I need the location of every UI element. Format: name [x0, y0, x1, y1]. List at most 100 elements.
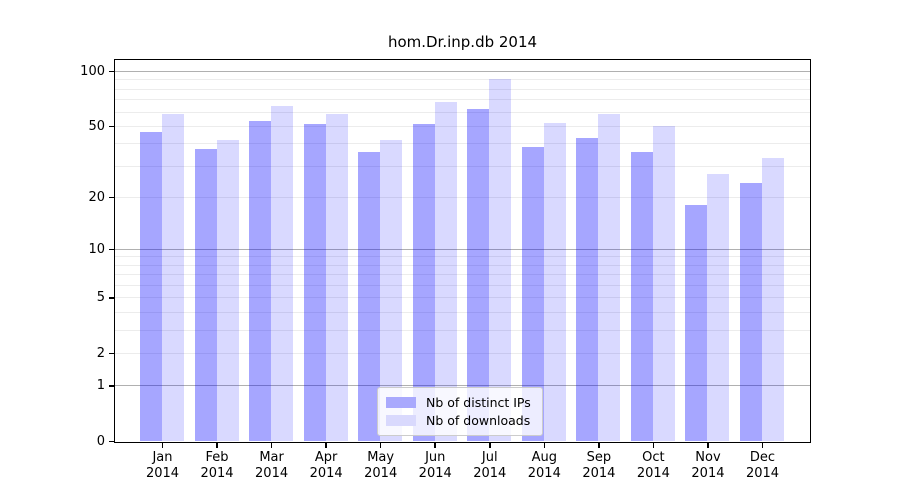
x-tick-month: Jul — [481, 450, 498, 465]
bar-downloads — [707, 173, 730, 441]
bar-distinct-ips — [140, 132, 162, 441]
x-tick-year: 2014 — [473, 466, 507, 481]
x-tick-year: 2014 — [636, 466, 670, 481]
bar-downloads — [271, 106, 294, 441]
y-tick-mark — [109, 125, 114, 128]
y-tick-mark — [109, 196, 114, 199]
y-tick-label: 50 — [88, 118, 105, 134]
y-tick-mark — [109, 352, 114, 355]
bar-downloads — [543, 122, 566, 441]
bar-downloads — [762, 158, 784, 441]
bar-downloads — [325, 114, 348, 441]
x-tick-mark — [761, 443, 764, 448]
bar-distinct-ips — [249, 121, 272, 441]
x-tick-month: Feb — [205, 450, 229, 465]
bar-distinct-ips — [412, 124, 435, 441]
gridline-minor — [115, 285, 810, 287]
x-tick-mark — [270, 443, 273, 448]
x-tick-month: May — [367, 450, 395, 465]
gridline-minor — [115, 352, 810, 354]
bar-downloads — [598, 114, 621, 441]
gridline-minor — [115, 143, 810, 145]
y-tick-mark — [109, 297, 114, 299]
gridline-minor — [115, 256, 810, 258]
y-tick-label: 10 — [88, 241, 105, 257]
x-tick-label: Aug 2014 — [512, 450, 576, 482]
x-tick-label: Feb 2014 — [185, 450, 249, 482]
y-tick-label: 2 — [96, 345, 105, 361]
y-tick-label: 5 — [96, 290, 105, 306]
y-tick-mark — [109, 385, 114, 387]
x-tick-label: Jun 2014 — [403, 450, 467, 482]
bar-downloads — [489, 79, 512, 441]
legend-row-downloads: Nb of downloads — [378, 414, 542, 427]
x-tick-month: Aug — [531, 450, 557, 465]
y-tick-label: 0 — [96, 434, 105, 449]
y-tick-mark — [109, 248, 114, 251]
x-tick-month: Nov — [695, 450, 721, 465]
x-tick-mark — [707, 443, 709, 448]
gridline-minor — [115, 79, 810, 81]
x-tick-mark — [598, 443, 600, 448]
legend: Nb of distinct IPs Nb of downloads — [377, 387, 543, 436]
x-tick-mark — [652, 443, 655, 448]
gridline-minor — [115, 264, 810, 266]
y-tick-label: 20 — [88, 189, 105, 205]
bar-distinct-ips — [521, 147, 544, 441]
chart-title: hom.Dr.inp.db 2014 — [387, 33, 538, 51]
x-tick-label: Mar 2014 — [240, 450, 304, 482]
gridline-minor — [115, 111, 810, 113]
bar-distinct-ips — [740, 183, 762, 441]
x-tick-mark — [216, 443, 218, 448]
legend-label-downloads: Nb of downloads — [426, 413, 531, 428]
x-tick-year: 2014 — [200, 466, 234, 481]
x-tick-year: 2014 — [418, 466, 452, 481]
legend-swatch-downloads-icon — [386, 415, 416, 426]
gridline-minor — [115, 196, 810, 198]
x-tick-mark — [543, 443, 546, 448]
gridline-minor — [115, 165, 810, 167]
y-tick-label: 1 — [96, 378, 105, 394]
bar-distinct-ips — [358, 151, 381, 441]
bar-downloads — [162, 114, 184, 441]
y-tick-mark — [109, 440, 114, 443]
bar-downloads — [380, 139, 403, 441]
y-tick-mark — [109, 70, 114, 73]
x-tick-mark — [379, 443, 382, 448]
gridline-minor — [115, 125, 810, 127]
x-tick-label: Apr 2014 — [294, 450, 358, 482]
y-tick-label: 100 — [80, 64, 105, 80]
x-tick-year: 2014 — [582, 466, 616, 481]
x-tick-year: 2014 — [745, 466, 780, 481]
x-tick-mark — [434, 443, 436, 448]
x-tick-label: Oct 2014 — [621, 450, 685, 482]
legend-row-distinct-ips: Nb of distinct IPs — [378, 396, 542, 409]
gridline-major — [115, 385, 810, 387]
x-tick-month: Jun — [425, 450, 446, 465]
bar-distinct-ips — [303, 124, 326, 441]
x-tick-mark — [489, 443, 491, 448]
x-tick-label: Jan 2014 — [131, 450, 195, 482]
gridline-minor — [115, 297, 810, 299]
gridline-minor — [115, 88, 810, 90]
x-tick-label: Dec 2014 — [731, 450, 795, 482]
plot-area: Nb of distinct IPs Nb of downloads — [114, 59, 811, 443]
x-tick-year: 2014 — [255, 466, 289, 481]
gridline-major — [115, 71, 810, 73]
bar-distinct-ips — [630, 151, 653, 441]
x-tick-label: Jul 2014 — [458, 450, 522, 482]
legend-label-distinct-ips: Nb of distinct IPs — [426, 395, 531, 410]
gridline-major — [115, 248, 810, 250]
gridline-minor — [115, 312, 810, 313]
x-tick-month: Mar — [259, 450, 284, 465]
x-tick-year: 2014 — [309, 466, 343, 481]
x-tick-label: May 2014 — [349, 450, 413, 482]
bar-distinct-ips — [467, 108, 490, 441]
bar-downloads — [216, 139, 239, 441]
x-tick-year: 2014 — [527, 466, 561, 481]
gridline-minor — [115, 274, 810, 276]
gridline-minor — [115, 99, 810, 101]
bar-distinct-ips — [576, 137, 599, 441]
x-tick-month: Sep — [586, 450, 612, 465]
